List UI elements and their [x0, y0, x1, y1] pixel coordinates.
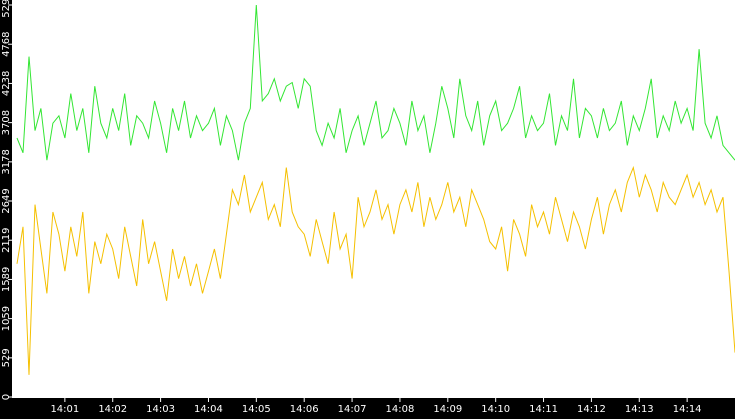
series-line [16, 165, 735, 375]
x-tick-label: 14:05 [242, 404, 271, 415]
x-tick-label: 14:03 [146, 404, 175, 415]
x-tick-label: 14:04 [194, 404, 223, 415]
y-tick-label: 3178 [1, 149, 12, 174]
y-tick-label: 2649 [1, 188, 12, 213]
x-tick-label: 14:12 [577, 404, 606, 415]
y-tick-label: 1059 [1, 306, 12, 331]
x-tick-label: 14:06 [290, 404, 319, 415]
x-tick-label: 14:09 [433, 404, 462, 415]
y-tick-label: 4768 [1, 31, 12, 56]
x-tick-label: 14:10 [481, 404, 510, 415]
x-tick-label: 14:11 [529, 404, 558, 415]
y-tick-label: 0 [1, 394, 12, 400]
y-tick-label: 1589 [1, 267, 12, 292]
series-line [16, 4, 735, 161]
y-tick-label: 4238 [1, 71, 12, 96]
x-tick-label: 14:13 [625, 404, 654, 415]
x-tick-label: 14:02 [98, 404, 127, 415]
y-tick-label: 5298 [1, 0, 12, 18]
x-tick-label: 14:14 [673, 404, 702, 415]
x-tick-label: 14:08 [386, 404, 415, 415]
y-tick-label: 3708 [1, 110, 12, 135]
x-tick-label: 14:07 [338, 404, 367, 415]
y-tick-label: 529 [1, 348, 12, 367]
x-tick-label: 14:01 [50, 404, 79, 415]
y-tick-label: 2119 [1, 227, 12, 252]
